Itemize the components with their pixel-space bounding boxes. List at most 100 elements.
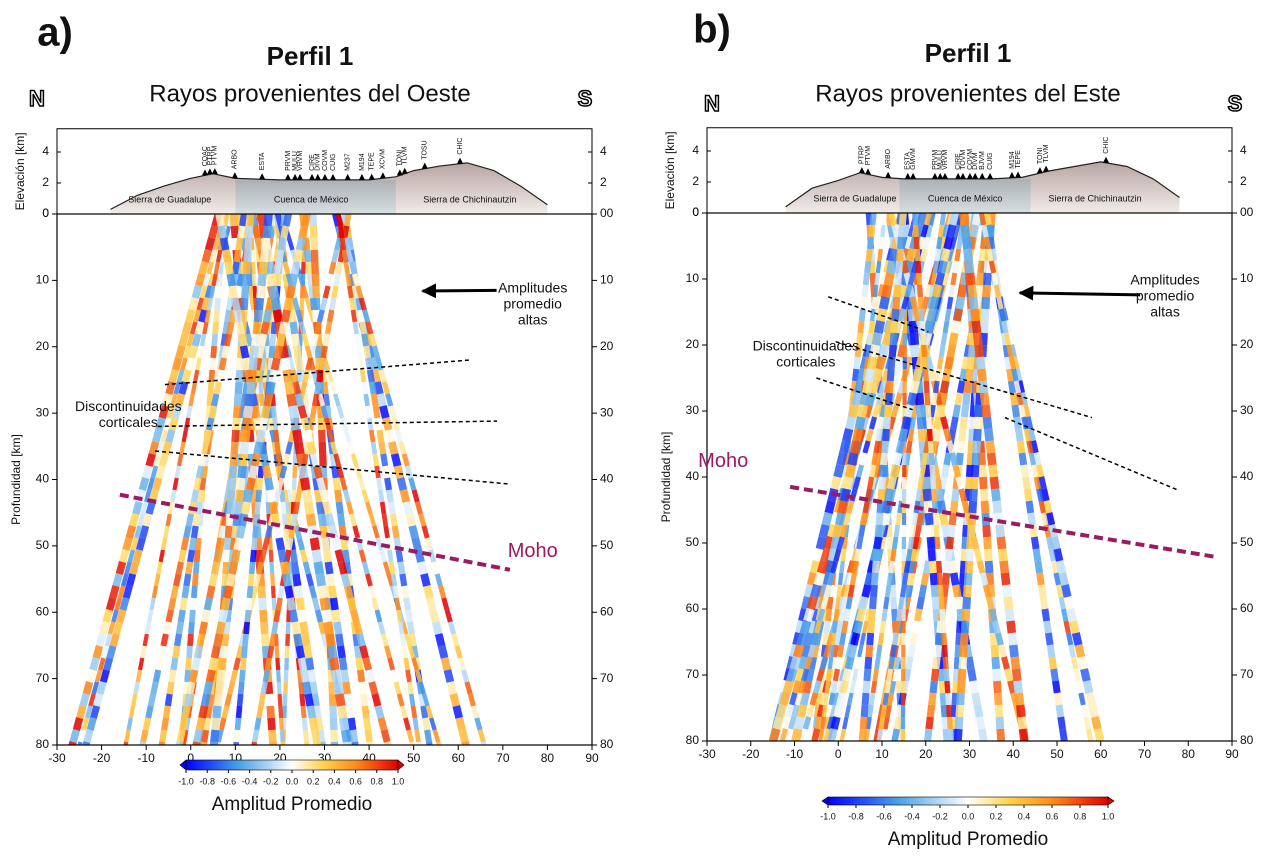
ray-segment (97, 694, 100, 706)
ray-segment (198, 322, 201, 334)
ray-segment (321, 358, 323, 370)
ray-segment (258, 538, 259, 550)
ray-segment (888, 393, 889, 405)
station-label: DIVM (315, 153, 322, 171)
ray-segment (838, 585, 839, 597)
ray-segment (333, 598, 335, 610)
ray-segment (334, 286, 336, 298)
ray-segment (997, 681, 998, 693)
station-marker (330, 174, 336, 180)
ray-segment (255, 406, 257, 418)
ray-segment (323, 526, 325, 538)
ray-segment (829, 501, 832, 513)
ray-segment (861, 525, 863, 537)
ray-segment (1007, 669, 1010, 681)
annotation: Moho (698, 450, 748, 472)
ray-segment (227, 694, 230, 706)
ray-segment (152, 442, 155, 454)
ray-segment (347, 742, 349, 754)
ray-segment (294, 478, 295, 490)
ray-segment (159, 466, 162, 478)
ray-segment (179, 562, 182, 574)
ray-segment (237, 538, 240, 550)
ray-segment (140, 514, 143, 526)
ray-segment (174, 478, 176, 490)
chart-subtitle: Rayos provenientes del Oeste (149, 80, 471, 107)
ray-segment (281, 550, 283, 562)
ray-segment (888, 489, 891, 501)
ray-segment (974, 477, 975, 489)
colorbar (186, 760, 398, 770)
ray-segment (401, 442, 404, 454)
station-marker (1009, 172, 1015, 178)
ray-segment (191, 622, 192, 634)
ray-segment (242, 394, 244, 406)
ray-segment (227, 334, 230, 346)
ray-segment (882, 405, 884, 417)
ray-segment (248, 238, 249, 250)
ray-segment (294, 418, 296, 430)
ray-segment (944, 465, 946, 477)
ray-segment (1005, 573, 1006, 585)
ray-segment (384, 730, 387, 742)
ray-segment (896, 297, 897, 309)
ray-segment (257, 502, 258, 514)
ray-segment (277, 658, 278, 670)
ray-segment (269, 262, 271, 274)
ray-segment (215, 718, 216, 730)
ray-segment (347, 586, 350, 598)
ray-segment (863, 513, 865, 525)
ray-segment (891, 477, 894, 489)
ray-segment (851, 645, 854, 657)
ray-segment (844, 537, 845, 549)
ray-segment (252, 250, 253, 262)
ray-segment (462, 730, 465, 742)
ray-segment (980, 561, 983, 573)
ray-segment (919, 273, 920, 285)
ray-segment (998, 633, 1001, 645)
ray-segment (266, 310, 268, 322)
ray-segment (182, 718, 184, 730)
ray-segment (86, 682, 89, 694)
ray-segment (929, 513, 930, 525)
ray-segment (312, 682, 314, 694)
ray-segment (399, 694, 402, 706)
ray-segment (983, 573, 986, 585)
ray-segment (828, 609, 829, 621)
ray-segment (968, 573, 969, 585)
ray-segment (263, 262, 264, 274)
ray-segment (339, 406, 343, 418)
station-label: BJVM (979, 151, 986, 170)
ray-segment (826, 585, 829, 597)
ray-segment (288, 442, 291, 454)
ray-segment (900, 597, 902, 609)
ray-segment (279, 538, 281, 550)
ray-segment (254, 346, 255, 358)
ray-segment (958, 729, 959, 741)
ray-segment (985, 297, 986, 309)
x-tick-label: 80 (1182, 747, 1196, 761)
ray-segment (299, 598, 301, 610)
ray-segment (932, 693, 933, 705)
ray-segment (219, 622, 222, 634)
annotation: Amplitudes (498, 280, 567, 296)
ray-segment (267, 526, 270, 538)
ray-segment (1059, 561, 1062, 573)
ray-segment (940, 225, 942, 237)
station-marker (972, 173, 978, 179)
ray-segment (811, 597, 814, 609)
ray-segment (332, 442, 335, 454)
ray-segment (330, 310, 332, 322)
ray-segment (241, 466, 242, 478)
ray-segment (305, 370, 308, 382)
ray-segment (870, 633, 871, 645)
elev-tick-label: 4 (692, 143, 699, 157)
ray-segment (119, 562, 122, 574)
ray-segment (376, 406, 378, 418)
ray-segment (319, 478, 322, 490)
ray-segment (299, 538, 302, 550)
ray-segment (1054, 537, 1057, 549)
ray-segment (285, 694, 286, 706)
ray-segment (406, 658, 408, 670)
ray-segment (276, 262, 278, 274)
